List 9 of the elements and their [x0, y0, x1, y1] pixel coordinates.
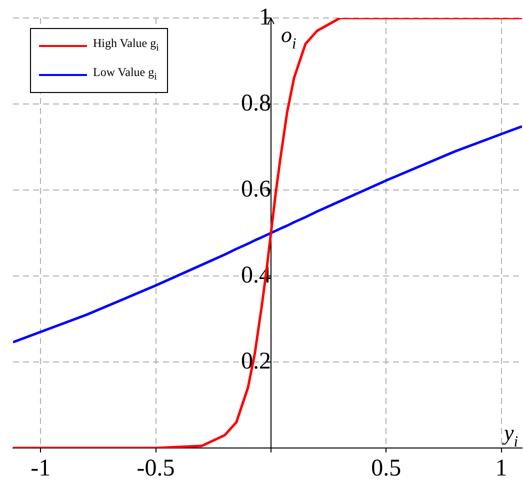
y-tick-label: 0.8 — [240, 90, 271, 116]
x-tick-label: 1 — [495, 456, 508, 482]
x-tick-label: 0.5 — [371, 456, 402, 482]
x-tick-label: -0.5 — [136, 456, 175, 482]
legend-label: High Value g$_{i}$ — [93, 35, 159, 56]
y-tick-label: 1 — [258, 4, 271, 30]
x-tick-label: -1 — [30, 456, 51, 482]
y-tick-label: 0.6 — [240, 176, 271, 202]
legend-label: Low Value g$_{i}$ — [93, 64, 157, 85]
